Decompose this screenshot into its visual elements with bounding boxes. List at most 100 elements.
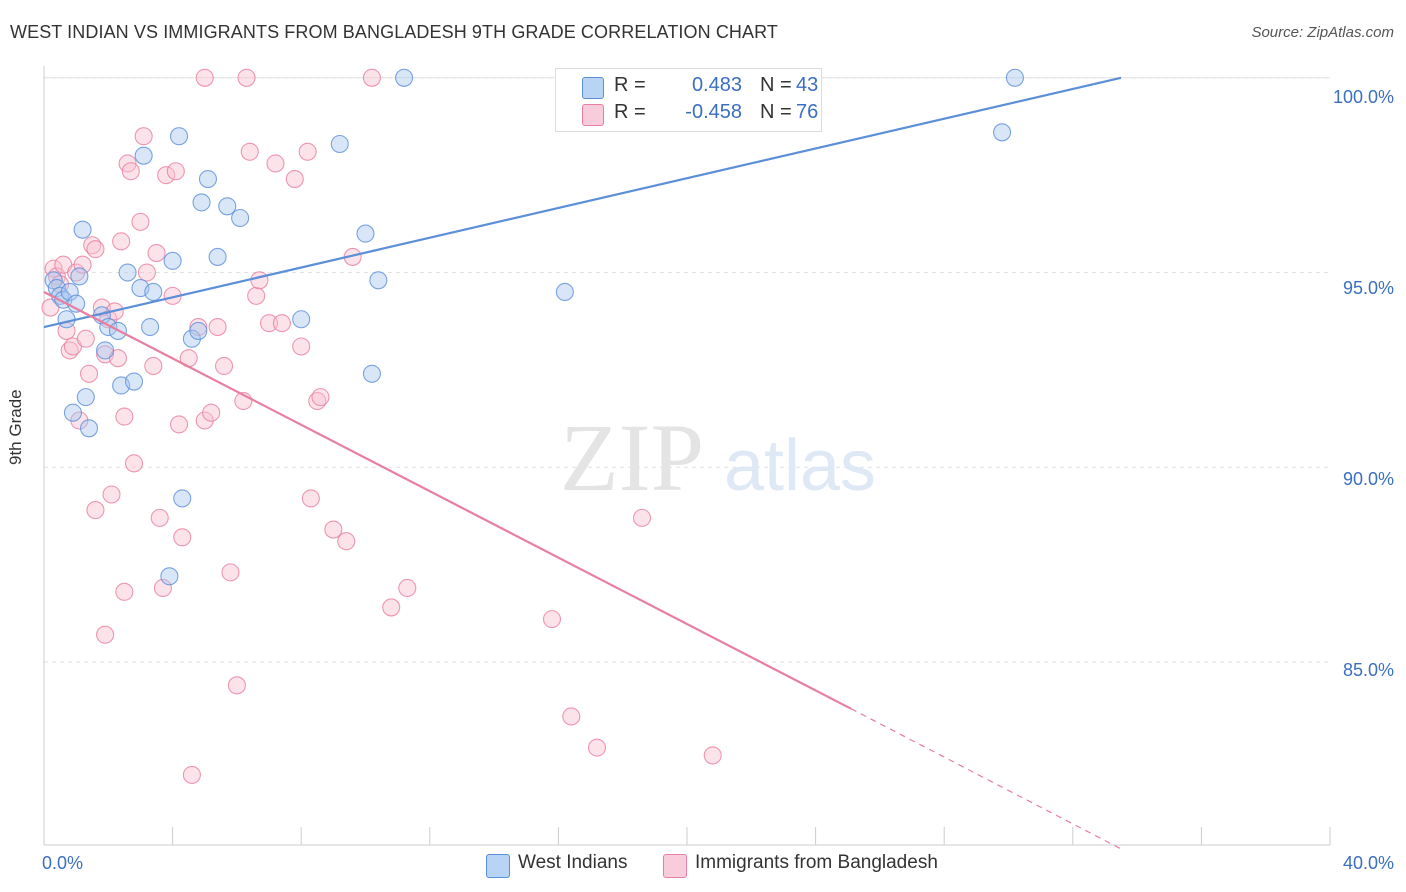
data-point — [60, 282, 79, 302]
legend-r-label: R = — [614, 101, 646, 123]
data-point — [221, 563, 240, 582]
data-point — [292, 337, 311, 356]
data-point — [115, 582, 134, 601]
data-point — [86, 240, 105, 259]
data-point — [231, 208, 250, 228]
y-tick-label-95: 95.0% — [1342, 278, 1394, 298]
data-point — [301, 489, 320, 508]
x-tick-label-max: 40.0% — [1342, 853, 1394, 873]
data-point — [63, 403, 82, 422]
correlation-legend: R = 0.483 N = 43 R = -0.458 N = 76 — [555, 68, 822, 132]
data-point — [134, 146, 153, 165]
data-point — [562, 707, 581, 726]
data-point — [292, 310, 311, 329]
legend-swatch-bangladesh — [663, 854, 687, 878]
data-point — [208, 247, 227, 266]
data-point — [247, 286, 266, 305]
legend-r-value-west-indians: 0.483 — [691, 74, 742, 96]
legend-r-value-bangladesh: -0.458 — [685, 101, 742, 123]
data-point — [272, 314, 291, 333]
data-point — [398, 578, 417, 598]
data-point — [73, 255, 92, 274]
watermark-zip: ZIP — [560, 404, 704, 511]
data-point — [163, 251, 182, 270]
data-point — [202, 403, 221, 422]
data-point — [182, 765, 201, 784]
data-point — [330, 134, 349, 154]
legend-label-west-indians: West Indians — [518, 852, 628, 873]
chart-title: WEST INDIAN VS IMMIGRANTS FROM BANGLADES… — [10, 22, 778, 42]
data-point — [173, 489, 192, 508]
data-point — [166, 162, 185, 181]
data-point — [70, 267, 89, 286]
data-point — [189, 317, 208, 337]
data-point — [311, 388, 330, 407]
data-point — [227, 676, 246, 695]
data-point — [192, 193, 211, 212]
data-point — [703, 746, 722, 765]
legend-n-label: N = — [760, 74, 792, 96]
data-point — [144, 282, 163, 302]
data-point — [141, 317, 160, 337]
data-point — [369, 271, 388, 290]
data-point — [124, 454, 144, 473]
data-point — [73, 220, 92, 239]
data-point — [102, 485, 121, 504]
data-point — [395, 68, 414, 87]
data-point — [208, 317, 227, 337]
data-point — [96, 625, 115, 644]
data-point — [153, 578, 173, 598]
data-point — [555, 282, 574, 302]
trend-line-1 — [43, 291, 852, 710]
data-point — [362, 68, 381, 87]
data-point — [214, 356, 234, 376]
data-point — [382, 598, 401, 617]
trend-line-0 — [43, 76, 1122, 329]
y-tick-label-100: 100.0% — [1332, 87, 1394, 107]
data-point — [157, 166, 176, 185]
data-point — [147, 243, 166, 263]
data-point — [173, 528, 192, 547]
data-point — [144, 356, 163, 376]
data-point — [112, 232, 131, 251]
data-point — [121, 162, 140, 181]
data-point — [115, 407, 134, 426]
data-point — [337, 532, 356, 551]
data-point — [76, 329, 95, 348]
data-point — [259, 314, 279, 333]
data-point — [298, 142, 317, 161]
legend-r-label: R = — [614, 74, 646, 96]
source-credit: Source: ZipAtlas.com — [1251, 24, 1394, 41]
trend-layer — [43, 76, 1122, 850]
legend-n-value-west-indians: 43 — [796, 74, 819, 96]
legend-swatch-west-indians — [582, 77, 604, 99]
data-point — [237, 68, 256, 87]
legend-swatch-west-indians — [486, 854, 510, 878]
x-tick-label-min: 0.0% — [42, 853, 84, 873]
y-tick-label-90: 90.0% — [1342, 469, 1394, 489]
data-point — [131, 212, 150, 231]
data-point — [324, 520, 343, 539]
data-point — [266, 154, 285, 173]
legend-n-label: N = — [760, 101, 792, 123]
data-point — [134, 127, 153, 146]
data-point — [150, 508, 169, 527]
data-point — [218, 197, 237, 216]
data-point — [993, 123, 1012, 142]
data-point — [356, 224, 375, 243]
data-point — [198, 169, 218, 189]
data-point — [195, 68, 214, 87]
data-point — [86, 501, 105, 520]
data-point — [632, 508, 652, 527]
data-point — [96, 341, 115, 360]
data-point — [1005, 68, 1024, 87]
trend-extension-1 — [850, 708, 1122, 850]
data-point — [118, 263, 137, 282]
data-point — [542, 610, 562, 629]
data-point — [79, 419, 99, 438]
data-point — [137, 263, 156, 282]
watermark-atlas: atlas — [724, 426, 876, 506]
data-point — [362, 364, 381, 383]
data-point — [76, 388, 95, 407]
